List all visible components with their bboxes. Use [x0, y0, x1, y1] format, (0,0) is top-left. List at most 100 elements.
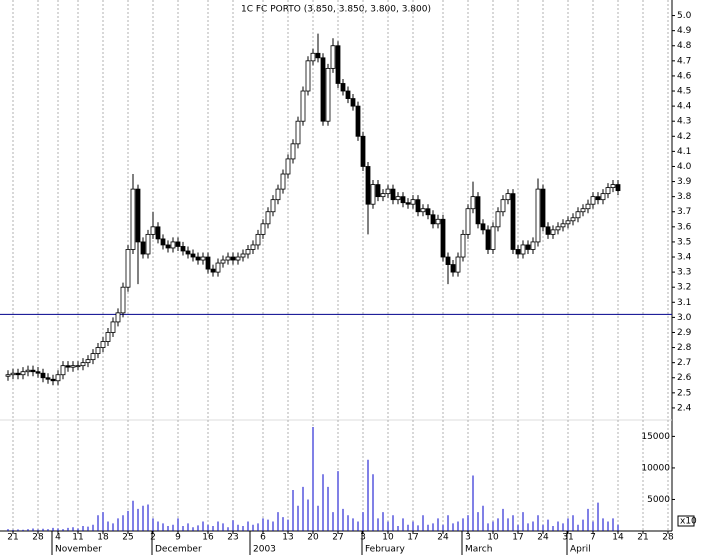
candle-body — [195, 256, 201, 261]
candle-body — [285, 158, 291, 175]
x-tick-label: 24 — [537, 533, 549, 543]
x-tick-label: 6 — [260, 533, 266, 543]
candle-body — [375, 184, 381, 198]
candle-body — [615, 184, 621, 192]
y-tick-label: 4.4 — [677, 102, 692, 112]
candle-body — [175, 241, 181, 247]
candle-body — [265, 211, 271, 225]
y-tick-label: 2.9 — [677, 328, 692, 338]
candle-body — [210, 268, 216, 273]
candle-body — [305, 60, 311, 92]
candle-body — [255, 233, 261, 246]
x-tick-label: 28 — [662, 533, 674, 543]
candle-body — [575, 211, 581, 219]
candle-body — [540, 188, 546, 228]
candle-body — [165, 244, 171, 249]
candle-body — [555, 226, 561, 231]
candle-body — [595, 196, 601, 201]
candle-body — [45, 377, 51, 380]
candle-body — [600, 193, 606, 201]
candle-body — [410, 199, 416, 205]
candle-body — [240, 253, 246, 258]
candle-body — [530, 241, 536, 250]
candle-body — [85, 359, 91, 364]
y-tick-label: 3.7 — [677, 207, 691, 217]
month-label: 2003 — [253, 545, 276, 555]
candle-body — [405, 202, 411, 205]
candle-body — [520, 244, 526, 255]
candle-body — [450, 264, 456, 273]
candle-body — [390, 188, 396, 201]
month-label: November — [55, 545, 102, 555]
candle-body — [125, 249, 131, 288]
y-tick-label: 2.5 — [677, 388, 691, 398]
y-tick-label: 2.6 — [677, 373, 692, 383]
candle-body — [465, 208, 471, 235]
candle-body — [315, 52, 321, 59]
candle-body — [180, 246, 186, 252]
candle-body — [270, 199, 276, 213]
candle-body — [70, 365, 76, 368]
candle-body — [325, 67, 331, 122]
x-tick-label: 25 — [122, 533, 133, 543]
x-tick-label: 3 — [465, 533, 471, 543]
candle-body — [50, 378, 56, 382]
y-tick-label: 3.3 — [677, 268, 691, 278]
y-tick-label: 3.6 — [677, 222, 692, 232]
candle-body — [135, 188, 141, 243]
x-tick-label: 17 — [407, 533, 418, 543]
candle-body — [545, 226, 551, 235]
y-tick-label: 2.8 — [677, 343, 692, 353]
candle-body — [150, 226, 156, 235]
x-tick-label: 10 — [487, 533, 499, 543]
y-tick-label: 3.1 — [677, 298, 691, 308]
candle-body — [280, 173, 286, 190]
candle-body — [320, 57, 326, 122]
candle-body — [400, 196, 406, 204]
candle-body — [60, 365, 66, 376]
candle-body — [380, 193, 386, 198]
x-tick-label: 11 — [72, 533, 83, 543]
y-tick-label: 4.8 — [677, 41, 692, 51]
month-label: December — [155, 545, 202, 555]
candle-body — [515, 249, 521, 255]
candle-body — [495, 211, 501, 228]
candle-body — [610, 184, 616, 188]
candle-body — [205, 256, 211, 270]
candle-body — [550, 229, 556, 235]
y-tick-label: 3.4 — [677, 253, 692, 263]
candle-body — [15, 372, 21, 376]
x-tick-label: 21 — [7, 533, 18, 543]
candle-body — [505, 193, 511, 201]
x-tick-label: 16 — [202, 533, 214, 543]
x-tick-label: 21 — [637, 533, 648, 543]
candle-body — [230, 256, 236, 261]
y-tick-label: 2.7 — [677, 358, 691, 368]
candle-body — [345, 90, 351, 99]
candle-body — [200, 256, 206, 261]
candle-body — [340, 83, 346, 92]
candle-body — [330, 45, 336, 69]
y-tick-label: 3.8 — [677, 192, 692, 202]
candle-body — [290, 143, 296, 160]
y-tick-label: 4.6 — [677, 71, 692, 81]
candle-body — [95, 347, 101, 354]
candle-body — [295, 120, 301, 145]
y-tick-label: 4.7 — [677, 56, 691, 66]
candle-body — [500, 199, 506, 213]
month-label: February — [365, 545, 406, 555]
candle-body — [475, 196, 481, 225]
candle-body — [365, 166, 371, 205]
candle-body — [455, 256, 461, 273]
month-label: April — [570, 545, 591, 555]
candle-body — [360, 135, 366, 167]
candle-body — [470, 196, 476, 210]
candle-body — [30, 369, 36, 373]
candle-body — [480, 223, 486, 231]
candle-body — [225, 256, 231, 261]
candle-body — [235, 256, 241, 261]
candle-body — [245, 249, 251, 255]
candle-body — [185, 250, 191, 255]
candle-body — [105, 332, 111, 342]
